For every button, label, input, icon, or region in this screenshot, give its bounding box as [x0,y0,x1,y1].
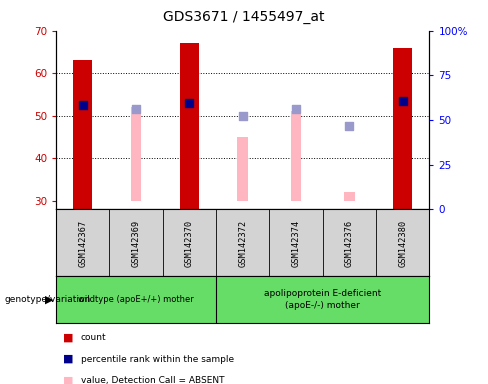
Point [132,106,140,113]
Bar [393,48,412,209]
Text: value, Detection Call = ABSENT: value, Detection Call = ABSENT [81,376,224,384]
Text: ■: ■ [63,354,74,364]
Text: GSM142380: GSM142380 [398,219,407,266]
Text: GSM142376: GSM142376 [345,219,354,266]
Bar [291,111,302,201]
Bar [238,137,248,201]
Text: percentile rank within the sample: percentile rank within the sample [81,354,234,364]
Point [346,123,353,129]
Text: ▶: ▶ [45,295,54,305]
Point [292,106,300,113]
Bar [74,61,92,209]
Text: apolipoprotein E-deficient
(apoE-/-) mother: apolipoprotein E-deficient (apoE-/-) mot… [264,290,382,310]
Point [239,113,246,119]
Bar [184,103,195,201]
Point [79,102,87,108]
Text: GSM142372: GSM142372 [238,219,247,266]
Text: GSM142374: GSM142374 [292,219,301,266]
Point [399,98,407,104]
Bar [344,192,355,201]
Text: count: count [81,333,106,343]
Text: GSM142370: GSM142370 [185,219,194,266]
Bar [131,107,142,201]
Text: GSM142367: GSM142367 [78,219,87,266]
Point [185,100,193,106]
Text: genotype/variation: genotype/variation [5,295,91,304]
Text: ■: ■ [63,375,74,384]
Bar [180,43,199,209]
Text: GDS3671 / 1455497_at: GDS3671 / 1455497_at [163,10,325,23]
Text: GSM142369: GSM142369 [132,219,141,266]
Text: ■: ■ [63,333,74,343]
Text: wildtype (apoE+/+) mother: wildtype (apoE+/+) mother [78,295,194,304]
